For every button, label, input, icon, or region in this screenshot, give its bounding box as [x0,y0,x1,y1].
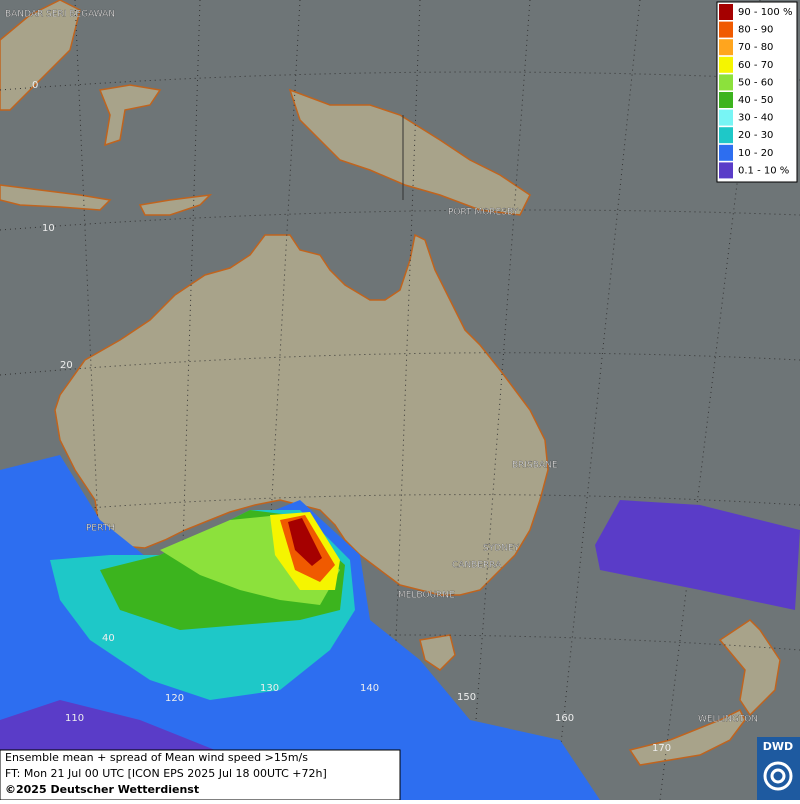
grid-labels: 0 10 20 40 110 120 130 140 150 160 170 [32,80,671,754]
legend-swatch [719,109,733,126]
wind-east [595,500,800,610]
legend-label: 40 - 50 [738,95,773,106]
logo-swirl [763,761,793,791]
legend-swatch [719,144,733,161]
legend-label: 90 - 100 % [738,7,792,18]
legend-label: 60 - 70 [738,60,773,71]
legend-swatch [719,21,733,38]
legend-label: 0.1 - 10 % [738,165,789,176]
copyright: ©2025 Deutscher Wetterdienst [5,783,199,796]
sulawesi [98,84,162,147]
lon-label: 120 [165,693,184,704]
place: CANBERRA [452,561,502,571]
lon-label: 130 [260,683,279,694]
legend-swatch [719,127,733,144]
logo: DWD [757,737,800,800]
lon-label: 150 [457,692,476,703]
legend-label: 10 - 20 [738,148,773,159]
legend: 90 - 100 % 80 - 90 70 - 80 60 - 70 50 - 60 40… [716,1,798,183]
logo-swirl [770,768,786,784]
borneo [0,0,81,111]
tasmania [419,634,456,671]
nz-south [628,708,746,766]
java [0,184,112,211]
place: WELLINGTON [698,715,758,725]
place: PERTH [86,524,115,534]
caption-box [0,749,401,801]
lon-label: 160 [555,713,574,724]
logo-text: DWD [763,740,793,753]
place: MELBOURNE [398,591,455,601]
islands [138,193,213,216]
lat-label: 20 [60,360,73,371]
legend-swatch [719,4,733,20]
place: BANDAR SERI BEGAWAN [5,10,115,20]
lat-label: 10 [42,223,55,234]
place: BRISBANE [512,461,558,471]
australia [54,233,549,596]
place: SYDNEY [483,544,520,554]
legend-swatch [719,74,733,91]
lat-label: 40 [102,633,115,644]
legend-label: 20 - 30 [738,130,773,141]
nz-north [718,619,781,717]
lat-label: 0 [32,80,38,91]
legend-swatch [719,162,733,179]
legend-swatch [719,92,733,108]
lon-label: 110 [65,713,84,724]
legend-label: 30 - 40 [738,113,773,124]
legend-swatch [719,56,733,73]
land [0,0,781,766]
wind-90-100 [288,518,322,566]
new-guinea [288,88,531,216]
legend-label: 70 - 80 [738,42,773,53]
legend-label: 80 - 90 [738,25,773,36]
caption-line: FT: Mon 21 Jul 00 UTC [ICON EPS 2025 Jul… [5,767,327,780]
lon-label: 140 [360,683,379,694]
lon-label: 170 [652,743,671,754]
caption: Ensemble mean + spread of Mean wind spee… [0,749,401,801]
legend-swatch [719,39,733,56]
place: PORT MORESBY [448,208,519,218]
place-labels: BANDAR SERI BEGAWAN PORT MORESBY BRISBAN… [5,9,758,725]
caption-line: Ensemble mean + spread of Mean wind spee… [5,751,308,764]
legend-label: 50 - 60 [738,77,773,88]
